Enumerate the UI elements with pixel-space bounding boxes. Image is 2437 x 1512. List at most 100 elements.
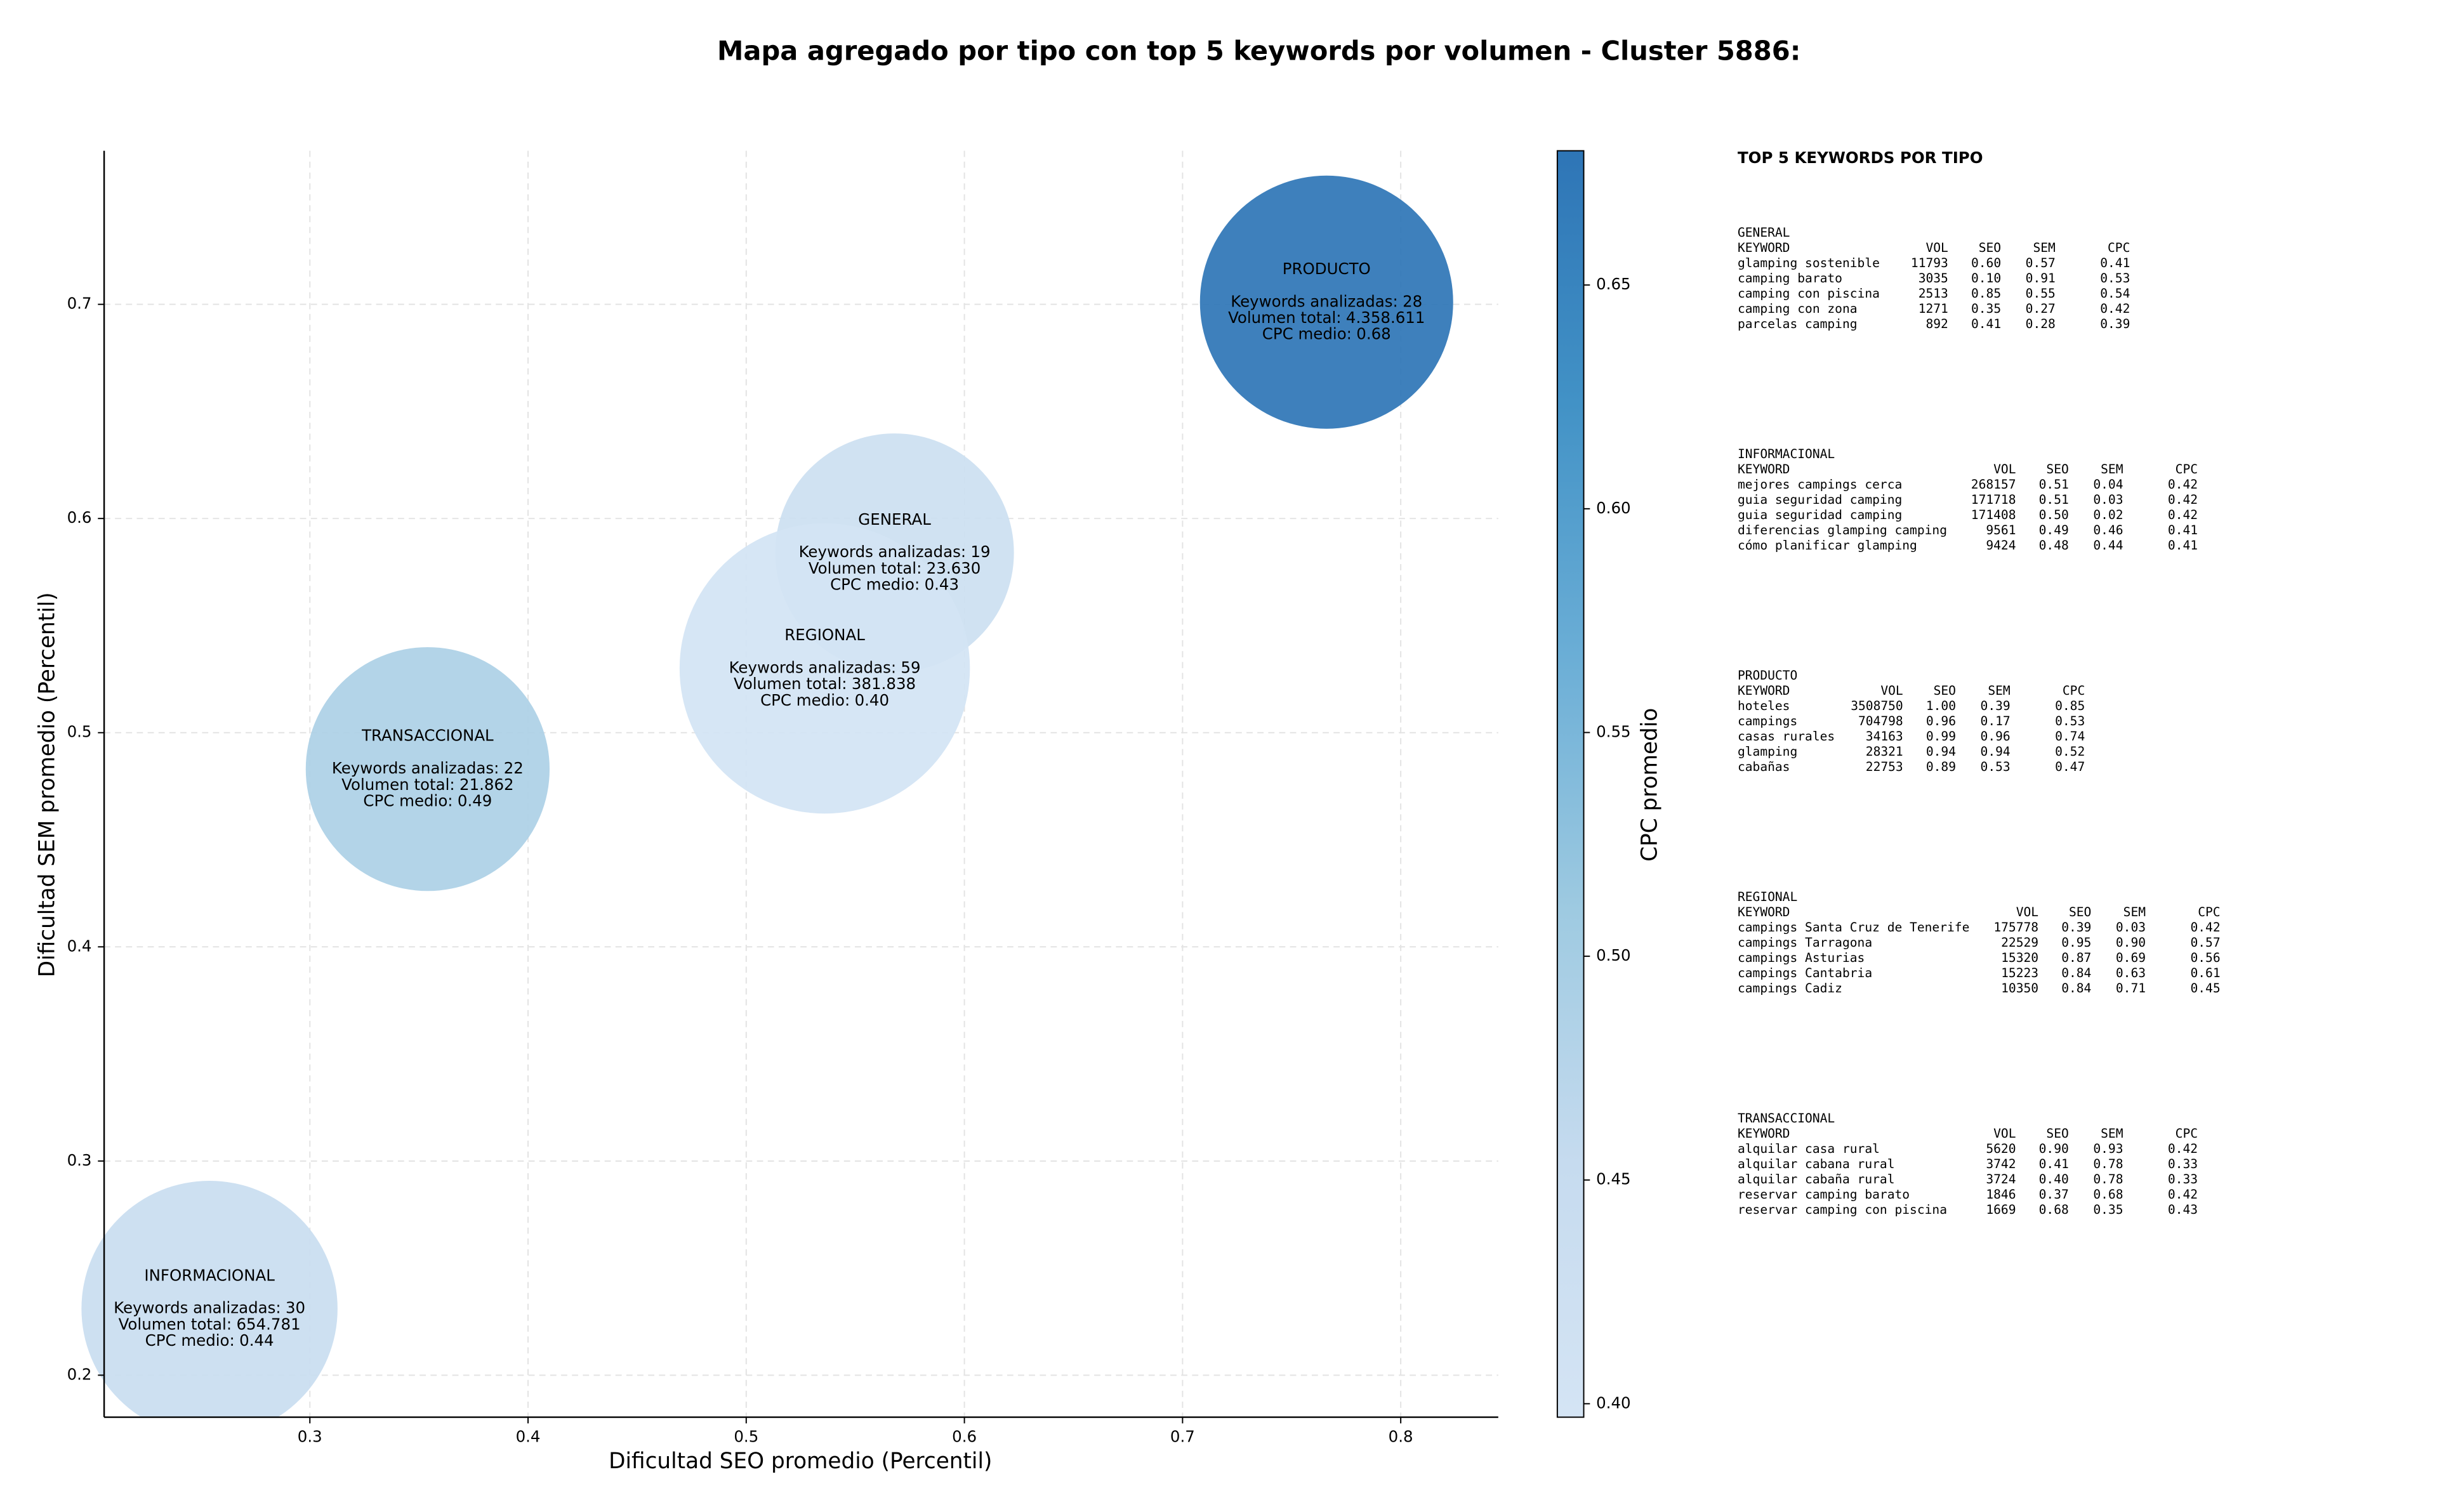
table-header: VOL [1993, 1126, 2016, 1141]
table-cell: 0.33 [2168, 1172, 2198, 1187]
table-cell: 11793 [1911, 256, 1948, 270]
bubble-annotation: Volumen total: 654.781 [119, 1315, 301, 1333]
colorbar-tick-label: 0.60 [1596, 499, 1630, 517]
table-cell: 1846 [1986, 1187, 2016, 1202]
table-cell: 0.42 [2190, 920, 2220, 935]
table-header: VOL [2016, 905, 2038, 919]
table-cell: 704798 [1858, 714, 1903, 728]
table-header: KEYWORD [1738, 462, 1790, 477]
table-header: KEYWORD [1738, 905, 1790, 919]
table-cell: 34163 [1866, 729, 1903, 744]
bubble-annotation: Volumen total: 23.630 [809, 559, 981, 577]
x-axis-label: Dificultad SEO promedio (Percentil) [609, 1449, 992, 1474]
annotation-value: 21.862 [459, 775, 514, 794]
table-cell: 0.68 [2093, 1187, 2123, 1202]
table-cell: 0.60 [1971, 256, 2001, 270]
table-cell: 175778 [1993, 920, 2038, 935]
table-cell: camping con piscina [1738, 286, 1880, 301]
table-header: SEO [2046, 1126, 2068, 1141]
table-cell: 0.61 [2190, 966, 2220, 980]
table-cell: 0.96 [1981, 729, 2011, 744]
bubble-annotation: CPC medio: 0.43 [830, 575, 959, 594]
table-header: CPC [2063, 683, 2085, 698]
table-cell: 0.35 [2093, 1202, 2123, 1217]
table-cell: 0.68 [2039, 1202, 2069, 1217]
annotation-value: 30 [286, 1299, 305, 1317]
bubble [305, 647, 550, 891]
table-cell: 0.42 [2168, 1141, 2198, 1156]
table-cell: 0.85 [2055, 699, 2085, 713]
table-cell: 0.93 [2093, 1141, 2123, 1156]
bubble-name: INFORMACIONAL [144, 1266, 275, 1284]
table-cell: 0.49 [2039, 523, 2069, 537]
chart-title: Mapa agregado por tipo con top 5 keyword… [717, 35, 1800, 66]
annotation-prefix: CPC medio: [145, 1331, 235, 1350]
table-cell: 0.02 [2093, 508, 2123, 522]
annotation-value: 28 [1403, 292, 1422, 310]
y-tick-label: 0.5 [67, 723, 92, 741]
table-cell: 0.48 [2039, 538, 2069, 553]
table-cell: 0.41 [2168, 538, 2198, 553]
table-cell: 0.41 [2039, 1157, 2069, 1171]
table-cell: 0.46 [2093, 523, 2123, 537]
annotation-prefix: CPC medio: [760, 691, 850, 709]
table-cell: 0.10 [1971, 271, 2001, 286]
table-cell: 0.50 [2039, 508, 2069, 522]
bubble-annotation: Volumen total: 381.838 [734, 674, 916, 693]
table-cell: 0.42 [2168, 492, 2198, 507]
table-cell: 0.91 [2026, 271, 2056, 286]
table-cell: 0.84 [2061, 966, 2091, 980]
section-name: GENERAL [1738, 225, 1790, 240]
section-name: INFORMACIONAL [1738, 447, 1835, 461]
table-cell: 0.53 [2055, 714, 2085, 728]
table-cell: 0.89 [1926, 759, 1956, 774]
table-cell: 0.41 [1971, 317, 2001, 331]
table-cell: 892 [1925, 317, 1948, 331]
annotation-value: 59 [901, 658, 920, 676]
table-cell: 0.63 [2116, 966, 2146, 980]
table-cell: 0.95 [2061, 935, 2091, 950]
annotation-prefix: Volumen total: [734, 674, 847, 693]
table-cell: 0.53 [1981, 759, 2011, 774]
table-cell: alquilar casa rural [1738, 1141, 1880, 1156]
table-header: CPC [2176, 1126, 2198, 1141]
table-cell: 0.90 [2039, 1141, 2069, 1156]
table-cell: cómo planificar glamping [1738, 538, 1917, 553]
table-cell: 0.78 [2093, 1157, 2123, 1171]
table-header: VOL [1993, 462, 2016, 477]
table-header: SEM [1988, 683, 2010, 698]
annotation-prefix: Volumen total: [809, 559, 922, 577]
bubble-annotation: CPC medio: 0.68 [1262, 325, 1391, 343]
table-header: KEYWORD [1738, 683, 1790, 698]
table-cell: 0.56 [2190, 950, 2220, 965]
annotation-prefix: Keywords analizadas: [332, 759, 499, 777]
table-header: CPC [2198, 905, 2220, 919]
table-cell: 1271 [1919, 301, 1948, 316]
annotation-prefix: CPC medio: [363, 792, 452, 810]
table-cell: 0.51 [2039, 492, 2069, 507]
annotation-value: 0.68 [1356, 325, 1390, 343]
table-header: SEO [1934, 683, 1956, 698]
table-cell: 3035 [1919, 271, 1948, 286]
table-cell: 3724 [1986, 1172, 2016, 1187]
table-cell: diferencias glamping camping [1738, 523, 1947, 537]
bubble-annotation: Keywords analizadas: 19 [799, 542, 991, 561]
annotation-value: 4.358.611 [1346, 308, 1425, 327]
table-cell: 0.57 [2190, 935, 2220, 950]
bubbles [81, 175, 1453, 1417]
table-cell: 0.84 [2061, 981, 2091, 996]
table-cell: 9561 [1986, 523, 2016, 537]
bubble [679, 523, 970, 814]
table-cell: campings Asturias [1738, 950, 1865, 965]
table-cell: glamping [1738, 744, 1797, 759]
table-cell: 0.45 [2190, 981, 2220, 996]
section-name: PRODUCTO [1738, 668, 1797, 683]
table-header: CPC [2108, 240, 2130, 255]
table-cell: 0.96 [1926, 714, 1956, 728]
table-cell: 22753 [1866, 759, 1903, 774]
table-cell: reservar camping barato [1738, 1187, 1910, 1202]
table-header: SEO [1979, 240, 2001, 255]
table-cell: 0.54 [2100, 286, 2130, 301]
